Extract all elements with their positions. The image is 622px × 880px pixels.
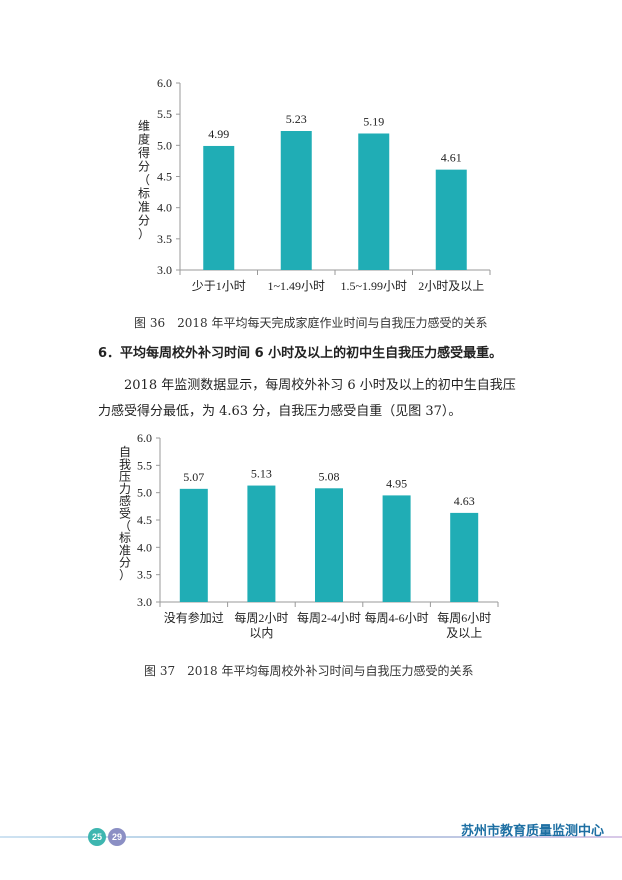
bar	[179, 488, 208, 602]
y-tick-label: 3.5	[157, 232, 172, 246]
bar	[203, 145, 235, 270]
y-tick-label: 6.0	[137, 431, 152, 445]
bar	[450, 512, 479, 602]
y-tick-label: 4.5	[137, 513, 152, 527]
x-tick-label: 没有参加过	[164, 610, 224, 625]
y-tick-label: 4.0	[157, 201, 172, 215]
data-label: 4.95	[386, 476, 407, 490]
y-tick-label: 4.5	[157, 170, 172, 184]
x-tick-label: 每周2小时以内	[234, 610, 288, 640]
figure-36-caption: 图 36 2018 年平均每天完成家庭作业时间与自我压力感受的关系	[134, 316, 488, 330]
page-number-left: 25	[88, 828, 106, 846]
chart-homework-time: 3.0 3.5 4.0 4.5 5.0 5.5 6.0 维度得分（标准分） 4.99 少于1小时 5…	[138, 76, 491, 293]
y-tick-label: 3.0	[157, 263, 172, 277]
x-tick-label: 2小时及以上	[418, 279, 484, 293]
x-tick-label: 1.5~1.99小时	[341, 279, 408, 293]
y-tick-label: 3.0	[137, 595, 152, 609]
x-tick-label: 每周2-4小时	[297, 610, 361, 625]
x-tick-label: 每周4-6小时	[365, 610, 429, 625]
y-tick-label: 6.0	[157, 76, 172, 90]
data-label: 4.99	[208, 127, 229, 141]
section-heading: 6．平均每周校外补习时间 6 小时及以上的初中生自我压力感受最重。	[98, 346, 503, 361]
data-label: 4.61	[441, 151, 462, 165]
bar	[280, 130, 312, 270]
y-tick-label: 5.0	[137, 486, 152, 500]
data-label: 5.13	[251, 467, 272, 481]
x-tick-label: 每周6小时及以上	[437, 610, 491, 640]
figure-37-caption: 图 37 2018 年平均每周校外补习时间与自我压力感受的关系	[144, 664, 474, 678]
x-tick-label: 1~1.49小时	[268, 279, 326, 293]
data-label: 5.07	[183, 470, 204, 484]
data-label: 5.19	[363, 114, 384, 128]
y-axis-label: 自我压力感受（标准分）	[119, 445, 131, 582]
footer-rule	[0, 836, 622, 838]
page-number-right: 29	[108, 828, 126, 846]
bar	[435, 169, 467, 270]
data-label: 4.63	[454, 494, 475, 508]
y-axis-label: 维度得分（标准分）	[138, 119, 150, 241]
footer-brand: 苏州市教育质量监测中心	[460, 824, 604, 839]
y-tick-label: 3.5	[137, 568, 152, 582]
bar	[247, 485, 276, 602]
bar	[315, 488, 343, 602]
x-tick-label: 少于1小时	[192, 279, 246, 293]
data-label: 5.23	[286, 112, 307, 126]
bar	[358, 133, 390, 270]
y-tick-label: 5.5	[137, 458, 152, 472]
body-paragraph: 2018 年监测数据显示，每周校外补习 6 小时及以上的初中生自我压力感受得分最…	[98, 378, 516, 419]
chart-tutoring-time: 3.0 3.5 4.0 4.5 5.0 5.5 6.0 自我压力感受（标准分） 5.07 没有参加…	[119, 431, 499, 640]
y-tick-label: 5.5	[157, 107, 172, 121]
data-label: 5.08	[319, 469, 340, 483]
y-tick-label: 5.0	[157, 138, 172, 152]
y-tick-label: 4.0	[137, 540, 152, 554]
bar	[382, 495, 411, 602]
